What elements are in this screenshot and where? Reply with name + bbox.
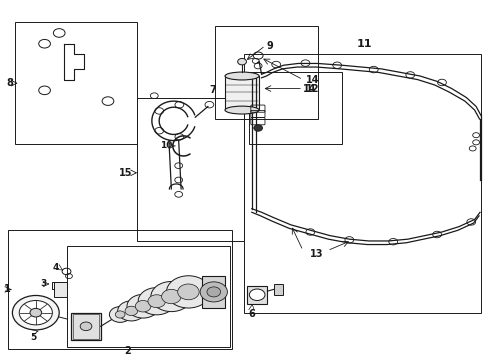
Text: 15: 15 <box>119 168 132 178</box>
Bar <box>54 282 66 297</box>
Bar <box>71 313 101 339</box>
Text: 2: 2 <box>124 346 131 356</box>
Ellipse shape <box>224 72 259 80</box>
Circle shape <box>125 306 138 316</box>
Circle shape <box>115 311 125 318</box>
Circle shape <box>253 125 262 131</box>
Circle shape <box>200 282 227 302</box>
Bar <box>224 76 259 110</box>
Bar <box>15 22 137 144</box>
Bar <box>249 72 341 144</box>
Text: 13: 13 <box>309 248 323 258</box>
Text: 11: 11 <box>355 39 371 49</box>
Circle shape <box>127 294 159 318</box>
Text: 14: 14 <box>305 75 318 85</box>
Bar <box>246 286 267 304</box>
Circle shape <box>166 276 210 308</box>
Circle shape <box>148 295 165 308</box>
Text: 9: 9 <box>266 41 273 50</box>
Circle shape <box>177 284 199 300</box>
Text: 3: 3 <box>41 279 47 288</box>
Bar <box>137 98 244 241</box>
Text: 12: 12 <box>305 84 318 94</box>
Circle shape <box>151 282 191 312</box>
Text: 6: 6 <box>248 309 255 319</box>
Bar <box>66 246 229 347</box>
Text: 5: 5 <box>31 333 37 342</box>
Text: 8: 8 <box>6 78 13 88</box>
Circle shape <box>237 58 246 65</box>
Circle shape <box>80 322 92 330</box>
Circle shape <box>118 301 145 321</box>
Circle shape <box>206 287 220 297</box>
Text: 4: 4 <box>53 264 59 273</box>
Text: 1: 1 <box>4 284 11 294</box>
Circle shape <box>138 288 175 315</box>
Bar <box>202 276 225 308</box>
Circle shape <box>19 301 52 325</box>
Bar <box>215 26 317 119</box>
Bar <box>244 54 480 313</box>
Text: 14: 14 <box>303 84 316 94</box>
Text: 10: 10 <box>160 141 172 150</box>
Circle shape <box>109 307 131 322</box>
Ellipse shape <box>224 106 259 114</box>
Bar <box>73 314 99 338</box>
Circle shape <box>161 289 181 304</box>
Circle shape <box>249 289 264 301</box>
Circle shape <box>135 301 151 312</box>
Circle shape <box>30 309 41 317</box>
Text: 7: 7 <box>209 85 216 95</box>
Bar <box>8 230 232 348</box>
Bar <box>273 284 282 295</box>
Circle shape <box>12 296 59 330</box>
